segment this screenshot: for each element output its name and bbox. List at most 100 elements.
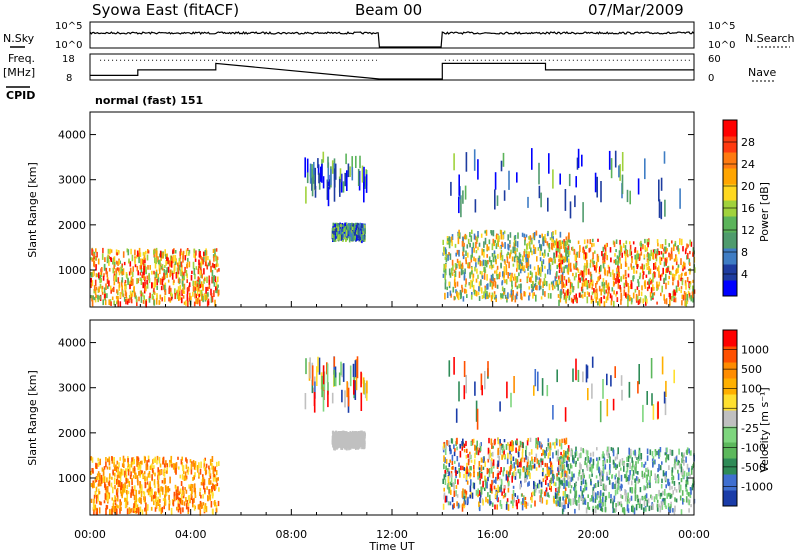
data-cell	[203, 479, 206, 486]
data-cell	[200, 296, 203, 301]
data-cell	[122, 483, 125, 489]
data-cell	[191, 489, 193, 495]
data-cell	[518, 258, 520, 264]
data-cell	[484, 487, 486, 491]
data-cell	[553, 481, 556, 486]
data-cell	[543, 449, 545, 456]
colorbar-tick-label: 24	[741, 158, 755, 171]
data-cell	[130, 297, 133, 303]
data-cell	[574, 297, 577, 302]
data-cell	[638, 299, 641, 305]
data-cell	[448, 462, 451, 467]
data-cell	[116, 460, 119, 465]
data-cell	[570, 485, 573, 489]
data-cell	[179, 284, 182, 291]
data-cell	[108, 280, 110, 287]
data-cell	[95, 476, 98, 480]
data-cell	[476, 268, 478, 274]
data-cell	[457, 233, 460, 238]
data-cell	[127, 478, 129, 484]
data-cell	[168, 462, 171, 468]
data-cell	[154, 472, 156, 477]
data-cell	[126, 297, 128, 301]
data-cell	[473, 438, 475, 444]
data-cell	[596, 457, 598, 462]
data-cell	[646, 238, 649, 246]
data-cell	[345, 234, 348, 241]
data-cell	[216, 269, 219, 273]
data-cell	[444, 495, 447, 503]
data-cell	[606, 295, 609, 301]
data-cell	[665, 457, 667, 463]
data-cell	[510, 274, 512, 281]
data-cell	[530, 504, 532, 508]
data-cell	[449, 459, 451, 463]
data-cell	[540, 497, 542, 504]
data-cell	[157, 276, 160, 283]
data-cell	[172, 463, 175, 470]
data-cell	[670, 271, 672, 275]
data-cell	[486, 290, 488, 297]
data-cell	[648, 270, 650, 275]
data-cell	[483, 251, 485, 258]
data-cell	[639, 272, 642, 278]
data-cell	[669, 508, 672, 513]
data-cell	[586, 285, 589, 290]
data-cell	[576, 251, 578, 258]
data-cell	[545, 452, 547, 456]
data-cell	[587, 494, 589, 498]
data-cell	[451, 461, 454, 465]
power-ylabel: Slant Range [km]	[26, 162, 39, 258]
data-cell	[632, 460, 634, 468]
data-cell	[121, 280, 123, 287]
data-cell	[683, 264, 685, 270]
data-cell	[162, 460, 164, 465]
data-cell	[469, 242, 471, 248]
data-cell	[115, 278, 118, 282]
data-cell	[591, 286, 593, 290]
data-cell	[106, 293, 108, 299]
data-cell	[346, 170, 348, 191]
data-cell	[685, 486, 687, 491]
data-cell	[487, 260, 489, 265]
data-cell	[193, 463, 196, 470]
data-cell	[479, 492, 482, 498]
data-cell	[450, 438, 453, 444]
data-cell	[213, 256, 215, 262]
data-cell	[554, 441, 556, 449]
data-cell	[558, 269, 561, 273]
data-cell	[326, 179, 329, 200]
data-cell	[163, 468, 166, 473]
data-cell	[547, 448, 549, 451]
data-cell	[152, 494, 155, 499]
data-cell	[563, 239, 565, 243]
data-cell	[496, 284, 499, 289]
data-cell	[153, 300, 156, 306]
data-cell	[351, 223, 353, 227]
data-cell	[129, 284, 131, 290]
data-cell	[464, 468, 467, 475]
data-cell	[125, 501, 127, 508]
data-cell	[620, 294, 623, 301]
data-cell	[479, 443, 481, 449]
data-cell	[354, 235, 356, 241]
data-cell	[91, 457, 94, 463]
data-cell	[126, 484, 128, 490]
data-cell	[527, 260, 530, 267]
data-cell	[687, 290, 690, 295]
data-cell	[332, 223, 335, 229]
data-cell	[512, 445, 514, 452]
data-cell	[139, 290, 142, 294]
data-cell	[176, 267, 179, 275]
data-cell	[629, 470, 631, 477]
data-cell	[575, 446, 577, 454]
data-cell	[485, 260, 488, 268]
data-cell	[122, 268, 125, 276]
data-cell	[561, 271, 564, 276]
data-cell	[208, 275, 210, 282]
data-cell	[643, 500, 646, 506]
data-cell	[598, 503, 601, 508]
data-cell	[355, 228, 358, 233]
data-cell	[347, 163, 350, 178]
data-cell	[185, 497, 187, 502]
